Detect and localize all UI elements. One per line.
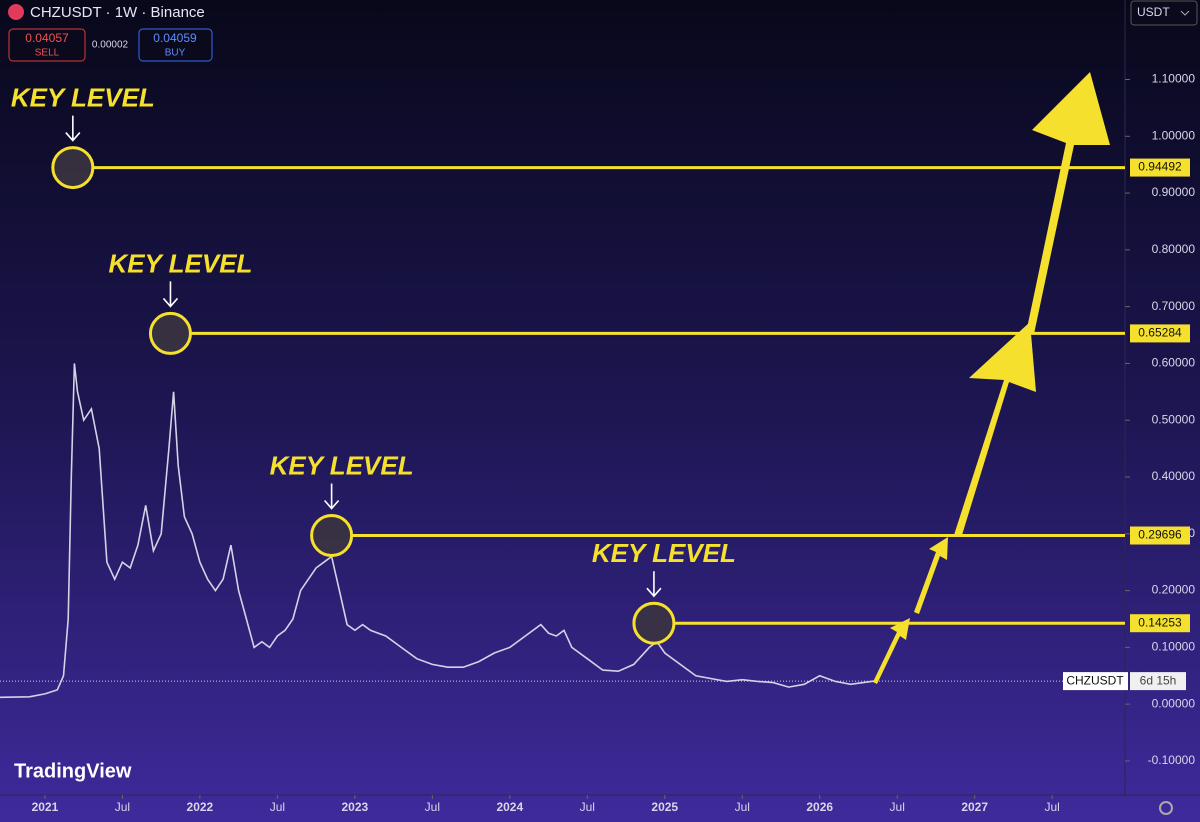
sell-label[interactable]: SELL bbox=[35, 48, 60, 59]
key-level-price: 0.29696 bbox=[1138, 528, 1182, 542]
last-price-symbol: CHZUSDT bbox=[1066, 673, 1124, 687]
sell-button[interactable]: 0.04057 SELL bbox=[8, 28, 86, 62]
currency-dropdown[interactable]: USDT bbox=[1130, 0, 1198, 26]
key-level-arrow bbox=[646, 571, 662, 598]
last-price-box bbox=[1063, 672, 1128, 691]
buy-label[interactable]: BUY bbox=[165, 48, 186, 59]
key-level-circle bbox=[148, 311, 192, 355]
sell-box[interactable] bbox=[8, 28, 86, 62]
key-level-circle bbox=[310, 514, 354, 558]
y-tick-label: 0.80000 bbox=[1152, 242, 1196, 256]
y-tick-label: 0.90000 bbox=[1152, 185, 1196, 199]
buy-price[interactable]: 0.04059 bbox=[153, 31, 197, 45]
x-tick-label: Jul bbox=[270, 800, 285, 814]
x-tick-label: Jul bbox=[580, 800, 595, 814]
key-level-price-box bbox=[1130, 158, 1190, 177]
y-tick-label: 0.70000 bbox=[1152, 299, 1196, 313]
x-tick-label: 2022 bbox=[187, 800, 214, 814]
y-tick-label: 0.50000 bbox=[1152, 412, 1196, 426]
x-tick-label: 2024 bbox=[496, 800, 523, 814]
key-level-circle bbox=[632, 601, 676, 645]
key-level-label: KEY LEVEL bbox=[592, 538, 736, 568]
x-tick-label: 2026 bbox=[806, 800, 833, 814]
key-level-price-box bbox=[1130, 526, 1190, 545]
x-tick-label: Jul bbox=[425, 800, 440, 814]
key-level-circle bbox=[51, 146, 95, 190]
y-tick-label: 0.10000 bbox=[1152, 640, 1196, 654]
key-level-price-box bbox=[1130, 614, 1190, 633]
key-level-label: KEY LEVEL bbox=[11, 82, 155, 112]
currency[interactable]: USDT bbox=[1137, 5, 1170, 19]
key-level-arrow bbox=[162, 281, 179, 308]
x-tick-label: Jul bbox=[1044, 800, 1059, 814]
countdown: 6d 15h bbox=[1140, 673, 1177, 687]
spread: 0.00002 bbox=[92, 40, 129, 51]
y-tick-label: -0.10000 bbox=[1148, 753, 1196, 767]
y-tick-label: 0.20000 bbox=[1152, 583, 1196, 597]
y-tick-label: 1.10000 bbox=[1152, 72, 1196, 86]
buy-box[interactable] bbox=[138, 28, 213, 62]
x-tick-label: 2021 bbox=[32, 800, 59, 814]
key-level-price-box bbox=[1130, 324, 1190, 343]
settings-icon[interactable] bbox=[1159, 801, 1173, 815]
projection-arrows bbox=[873, 72, 1110, 684]
symbol-icon bbox=[8, 4, 24, 20]
currency-box[interactable] bbox=[1130, 0, 1198, 26]
key-level-arrow bbox=[65, 115, 81, 142]
x-tick-label: Jul bbox=[115, 800, 130, 814]
key-level-price: 0.65284 bbox=[1138, 326, 1182, 340]
y-tick-label: 1.00000 bbox=[1152, 128, 1196, 142]
x-tick-label: 2027 bbox=[961, 800, 988, 814]
x-tick-label: Jul bbox=[735, 800, 750, 814]
key-level-price: 0.94492 bbox=[1138, 160, 1182, 174]
countdown-box bbox=[1130, 672, 1186, 691]
key-level-label: KEY LEVEL bbox=[108, 248, 252, 278]
key-level-arrow bbox=[324, 483, 340, 510]
price-line bbox=[0, 363, 875, 699]
sell-price[interactable]: 0.04057 bbox=[25, 31, 69, 45]
y-tick-label: 0.00000 bbox=[1152, 696, 1196, 710]
y-tick-label: 0.60000 bbox=[1152, 356, 1196, 370]
x-tick-label: 2025 bbox=[651, 800, 678, 814]
buy-button[interactable]: 0.04059 BUY bbox=[138, 28, 213, 62]
key-level-label: KEY LEVEL bbox=[270, 450, 414, 480]
y-tick-label: 0.40000 bbox=[1152, 469, 1196, 483]
symbol-title: CHZUSDT · 1W · Binance bbox=[30, 4, 205, 21]
dropdown-caret[interactable] bbox=[1180, 10, 1190, 16]
brand: TradingView bbox=[14, 760, 132, 782]
x-tick-label: Jul bbox=[890, 800, 905, 814]
x-tick-label: 2023 bbox=[342, 800, 369, 814]
key-level-price: 0.14253 bbox=[1138, 615, 1182, 629]
